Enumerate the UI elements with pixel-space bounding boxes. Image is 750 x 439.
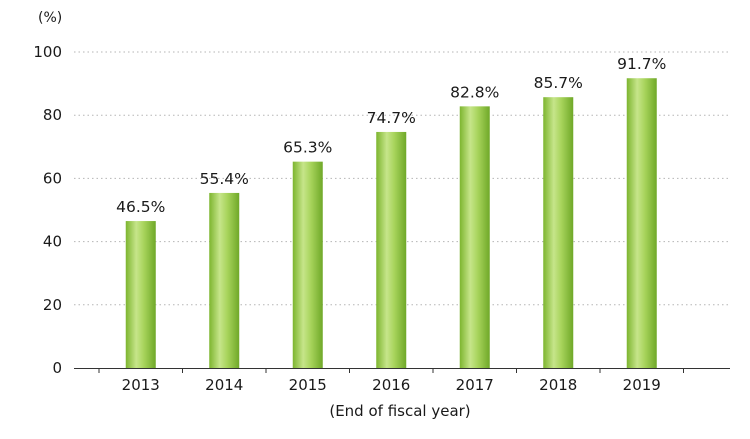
bar-2018 bbox=[543, 97, 574, 369]
bar-2017 bbox=[459, 106, 490, 369]
x-tick-label-2017: 2017 bbox=[456, 376, 494, 394]
y-axis-ticks: 0 20 40 60 80 100 bbox=[33, 43, 62, 377]
data-label-2015: 65.3% bbox=[283, 139, 332, 157]
x-axis-ticks: 2013 2014 2015 2016 2017 2018 2019 bbox=[98, 368, 684, 394]
y-unit-label: (%) bbox=[38, 10, 62, 26]
x-tick-label-2018: 2018 bbox=[539, 376, 577, 394]
x-tick-label-2016: 2016 bbox=[372, 376, 410, 394]
data-labels: 46.5% 55.4% 65.3% 74.7% 82.8% 85.7% 91.7% bbox=[116, 55, 666, 216]
x-tick-label-2014: 2014 bbox=[205, 376, 243, 394]
data-label-2018: 85.7% bbox=[534, 74, 583, 92]
y-tick-label: 80 bbox=[43, 106, 62, 124]
y-tick-label: 60 bbox=[43, 169, 62, 187]
data-label-2013: 46.5% bbox=[116, 198, 165, 216]
gridlines bbox=[74, 51, 730, 306]
x-tick-label-2019: 2019 bbox=[623, 376, 661, 394]
bar-2016 bbox=[376, 131, 407, 368]
bar-2015 bbox=[292, 161, 323, 368]
x-axis-title: (End of fiscal year) bbox=[329, 402, 470, 420]
bars bbox=[125, 78, 657, 369]
data-label-2019: 91.7% bbox=[617, 55, 666, 73]
y-tick-label: 0 bbox=[52, 359, 62, 377]
y-tick-label: 40 bbox=[43, 233, 62, 251]
data-label-2016: 74.7% bbox=[367, 109, 416, 127]
bar-2019 bbox=[626, 78, 657, 368]
y-tick-label: 100 bbox=[33, 43, 62, 61]
bar-2013 bbox=[125, 221, 156, 368]
x-tick-label-2013: 2013 bbox=[122, 376, 160, 394]
y-tick-label: 20 bbox=[43, 296, 62, 314]
data-label-2017: 82.8% bbox=[450, 83, 499, 101]
x-tick-label-2015: 2015 bbox=[289, 376, 327, 394]
data-label-2014: 55.4% bbox=[200, 170, 249, 188]
bar-2014 bbox=[209, 192, 240, 368]
